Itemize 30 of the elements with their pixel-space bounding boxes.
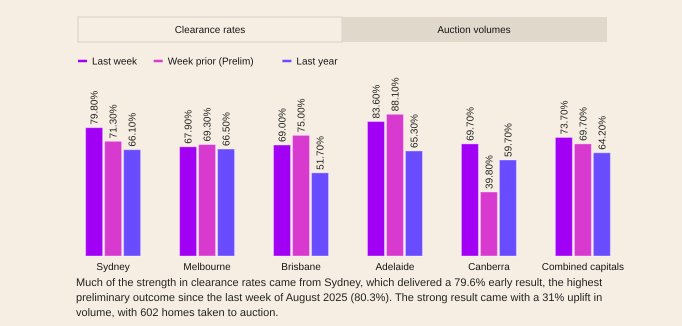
legend-label: Last year <box>296 56 338 68</box>
x-tick-label: Canberra <box>468 262 510 273</box>
tab: Clearance rates <box>78 16 342 42</box>
tab: Auction volumes <box>342 17 607 42</box>
x-tick-label: Brisbane <box>281 262 322 273</box>
data-label: 71.30% <box>108 104 120 138</box>
data-label: 51.70% <box>316 136 327 170</box>
data-label: 66.10% <box>128 112 139 147</box>
data-label: 88.10% <box>390 77 402 112</box>
text: Much of the strength in clearance rates came from Sydney, which delivered a 79.6% early result, the highest preliminary outcome since the last week of August 2025 (80.3%). The strong result came with a 31% uplift in volume, with 602 homes taken to auction. <box>76 276 604 321</box>
data-label: 64.20% <box>597 116 608 150</box>
data-label: 66.50% <box>222 112 233 146</box>
data-label: 59.70% <box>503 122 514 157</box>
legend-label: Last week <box>92 56 138 68</box>
data-label: 79.80% <box>90 90 101 125</box>
data-label: 39.80% <box>484 154 496 189</box>
x-tick-label: Combined capitals <box>542 262 624 273</box>
x-tick-label: Sydney <box>96 262 130 273</box>
data-label: 69.00% <box>278 108 289 142</box>
x-tick-label: Melbourne <box>183 262 232 273</box>
data-label: 83.60% <box>371 84 382 119</box>
data-label: 69.70% <box>578 106 590 141</box>
data-label: 65.30% <box>409 114 420 148</box>
x-tick-label: Adelaide <box>376 262 415 273</box>
data-label: 75.00% <box>296 98 308 132</box>
data-label: 73.70% <box>559 100 570 134</box>
data-label: 69.70% <box>465 106 476 141</box>
data-label: 69.30% <box>202 108 214 142</box>
data-label: 67.90% <box>184 110 195 144</box>
legend-label: Week prior (Prelim) <box>168 56 254 68</box>
